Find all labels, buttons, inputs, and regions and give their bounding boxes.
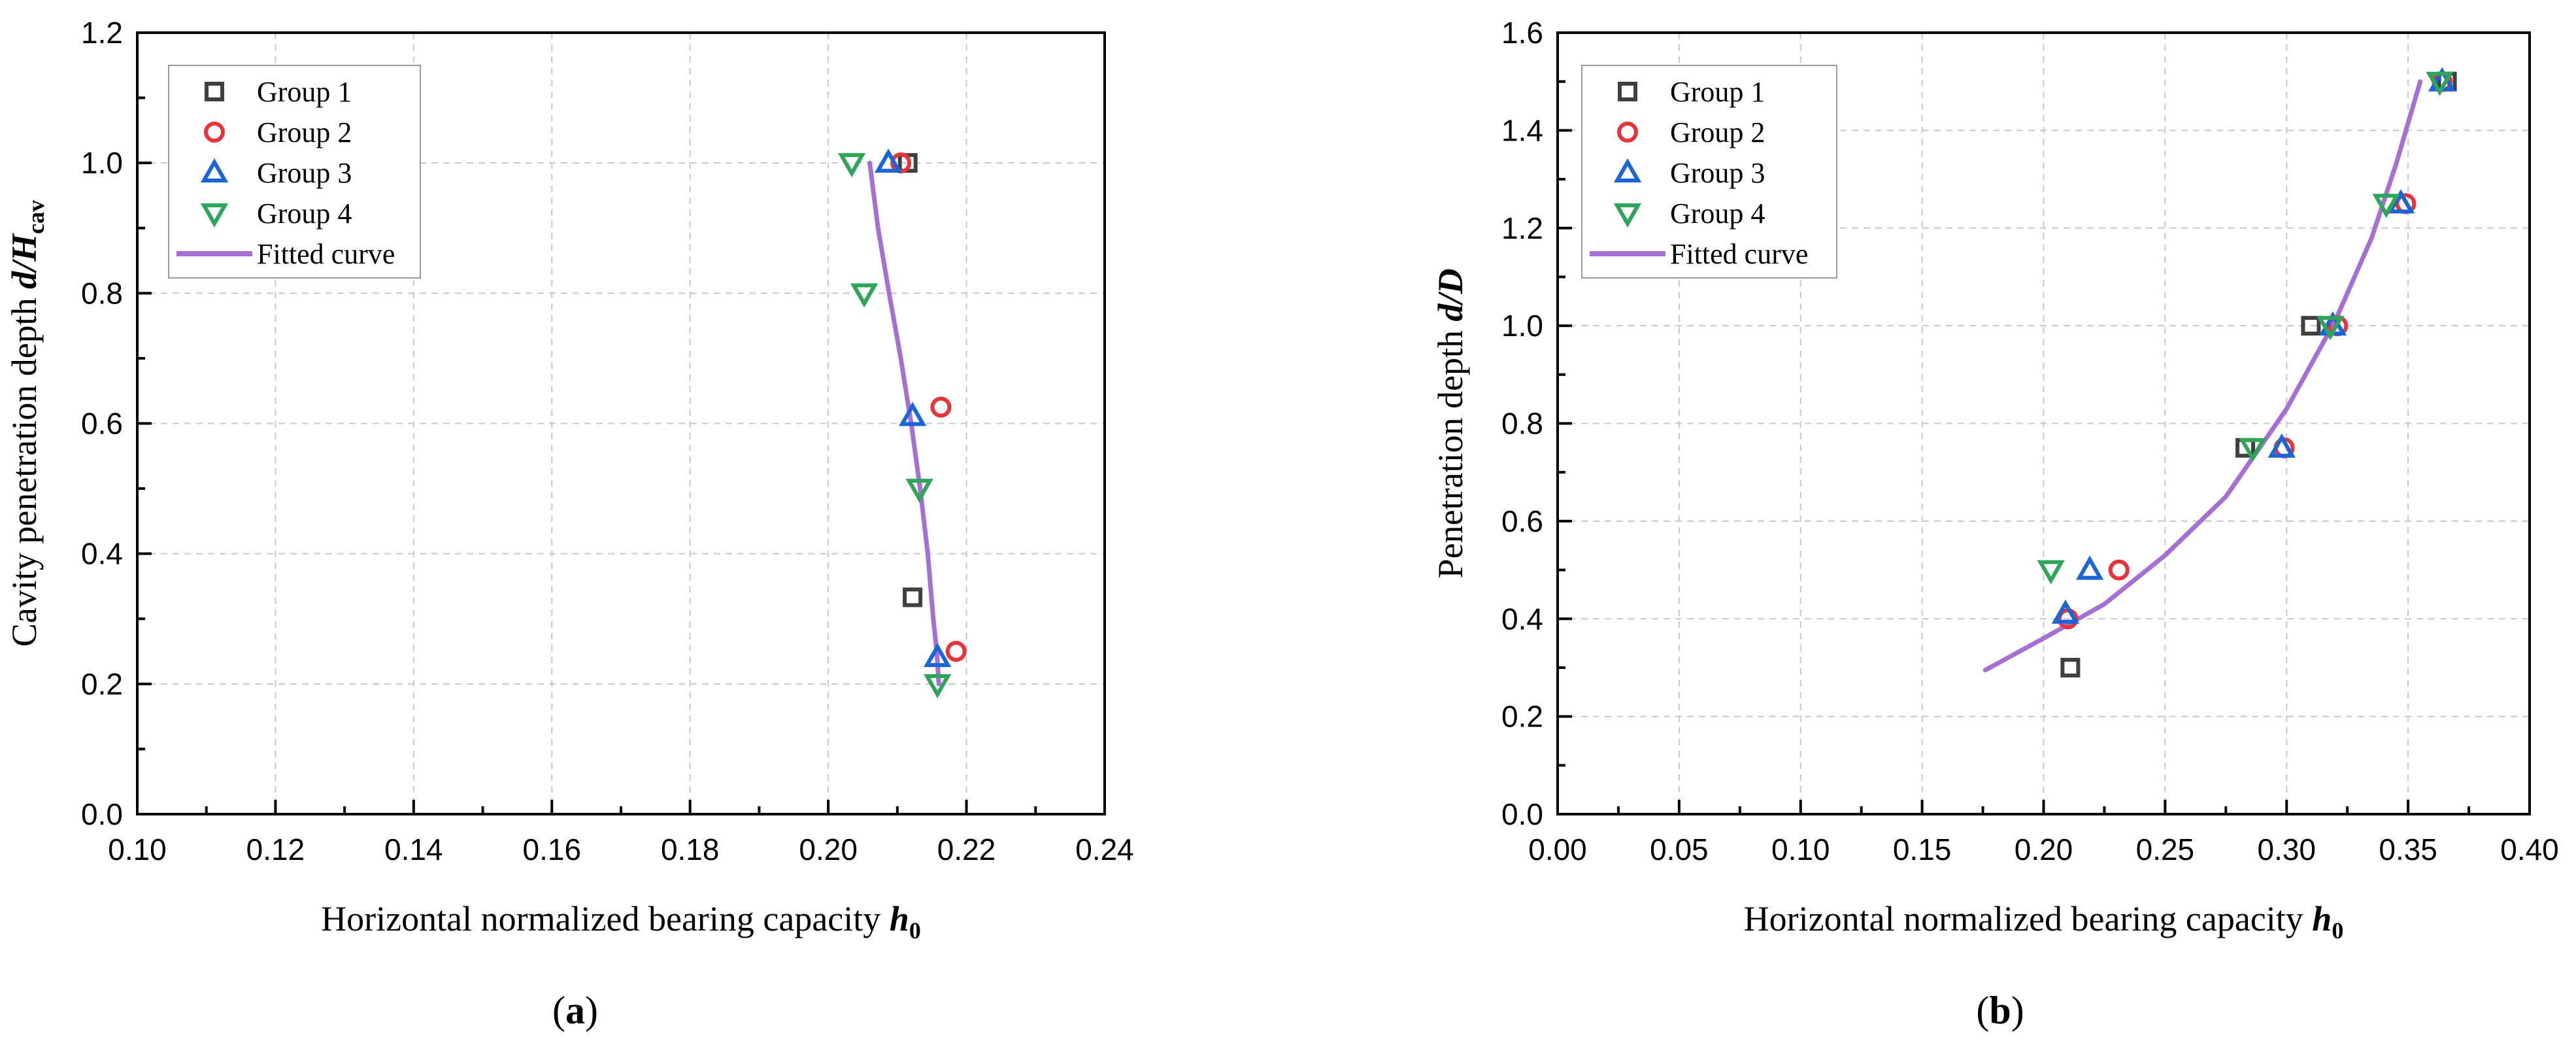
- legend-group-4-swatch: [1613, 203, 1642, 228]
- legend-label: Group 4: [1670, 197, 1765, 230]
- group-3-point: [898, 402, 927, 426]
- legend-label: Group 3: [257, 157, 352, 189]
- legend-group-4-swatch: [200, 203, 229, 228]
- group-3-point: [874, 148, 903, 173]
- chart-panel-a: 0.10 0.12 0.14 0.16 0.18 0.20 0.22 0.24 0.0 0.2 0.…: [5, 16, 1134, 1032]
- y-tick-label: 1.6: [1501, 16, 1543, 50]
- fitted-curve-line: [867, 160, 941, 687]
- x-tick-label: 0.35: [2379, 832, 2437, 866]
- group-3-point: [2386, 189, 2415, 214]
- y-tick-label: 1.2: [1501, 211, 1543, 245]
- y-tick-label: 0.4: [1501, 602, 1543, 636]
- panel-label: (b): [1976, 989, 2024, 1032]
- y-tick-label: 0.8: [81, 276, 123, 310]
- legend-group-2-swatch: [204, 122, 225, 143]
- group-4-point: [2316, 316, 2345, 341]
- legend-label: Fitted curve: [257, 238, 395, 270]
- group-2-point: [930, 396, 952, 418]
- x-tick-label: 0.00: [1528, 832, 1587, 866]
- x-tick-label: 0.16: [523, 832, 582, 866]
- group-4-point: [2037, 560, 2065, 585]
- y-tick-label: 1.4: [1501, 113, 1543, 147]
- x-tick-label: 0.05: [1650, 832, 1709, 866]
- group-4-point: [924, 674, 952, 698]
- group-4-point: [905, 479, 933, 504]
- legend: Group 1 Group 2 Group 3 Group 4 Fitted curve: [1581, 65, 1837, 279]
- group-4-point: [2372, 194, 2400, 218]
- group-2-point: [945, 641, 967, 662]
- y-tick-label: 0.2: [81, 667, 123, 701]
- group-4-point: [850, 283, 878, 308]
- legend-label: Group 3: [1670, 157, 1765, 189]
- x-tick-label: 0.18: [661, 832, 720, 866]
- x-tick-label: 0.10: [108, 832, 167, 866]
- y-tick-label: 1.2: [81, 16, 123, 50]
- legend-group-1-swatch: [205, 82, 224, 101]
- x-tick-label: 0.25: [2136, 832, 2195, 866]
- y-tick-label: 1.0: [81, 146, 123, 180]
- y-axis-title: Cavity penetration depth d/Hcav: [5, 200, 49, 647]
- legend-label: Group 4: [257, 197, 352, 230]
- legend-label: Group 2: [257, 116, 352, 148]
- x-axis-title: Horizontal normalized bearing capacity h…: [1744, 899, 2344, 944]
- legend-label: Group 1: [257, 76, 352, 108]
- x-tick-label: 0.14: [384, 832, 443, 866]
- group-4-point: [2239, 437, 2267, 462]
- group-4-point: [837, 153, 866, 178]
- x-tick-label: 0.22: [937, 832, 996, 866]
- x-tick-label: 0.15: [1893, 832, 1952, 866]
- legend: Group 1 Group 2 Group 3 Group 4 Fitted curve: [168, 65, 421, 279]
- legend-group-3-swatch: [1613, 158, 1642, 182]
- legend-label: Group 2: [1670, 116, 1765, 148]
- legend-group-3-swatch: [200, 158, 229, 182]
- y-tick-label: 0.6: [81, 407, 123, 441]
- group-1-point: [2301, 316, 2321, 336]
- y-tick-label: 1.0: [1501, 309, 1543, 343]
- y-axis-title: Penetration depth d/D: [1431, 269, 1470, 579]
- y-tick-label: 0.8: [1501, 407, 1543, 441]
- x-tick-label: 0.12: [246, 832, 305, 866]
- legend-label: Fitted curve: [1670, 238, 1808, 270]
- group-1-point: [2060, 657, 2081, 677]
- x-tick-label: 0.30: [2257, 832, 2316, 866]
- x-tick-label: 0.20: [799, 832, 858, 866]
- y-tick-label: 0.6: [1501, 504, 1543, 538]
- y-tick-label: 0.0: [1501, 797, 1543, 831]
- group-4-point: [2426, 71, 2454, 96]
- panel-label: (a): [552, 989, 598, 1032]
- group-3-point: [2051, 599, 2080, 624]
- y-tick-label: 0.0: [81, 797, 123, 831]
- x-axis-title: Horizontal normalized bearing capacity h…: [321, 899, 921, 944]
- x-tick-label: 0.40: [2500, 832, 2559, 866]
- x-tick-label: 0.24: [1075, 832, 1134, 866]
- y-tick-label: 0.4: [81, 537, 123, 571]
- group-3-point: [2267, 433, 2296, 458]
- y-tick-label: 0.2: [1501, 700, 1543, 734]
- x-tick-label: 0.20: [2015, 832, 2073, 866]
- group-3-point: [924, 642, 952, 668]
- legend-group-2-swatch: [1617, 122, 1638, 143]
- legend-group-1-swatch: [1618, 82, 1637, 101]
- chart-panel-b: 0.00 0.05 0.10 0.15 0.20 0.25 0.30 0.35 0.40 0.0 0…: [1431, 16, 2559, 1032]
- group-3-point: [2075, 555, 2104, 580]
- legend-label: Group 1: [1670, 76, 1765, 108]
- x-tick-label: 0.10: [1771, 832, 1830, 866]
- group-1-point: [903, 587, 923, 608]
- group-2-point: [2108, 559, 2130, 581]
